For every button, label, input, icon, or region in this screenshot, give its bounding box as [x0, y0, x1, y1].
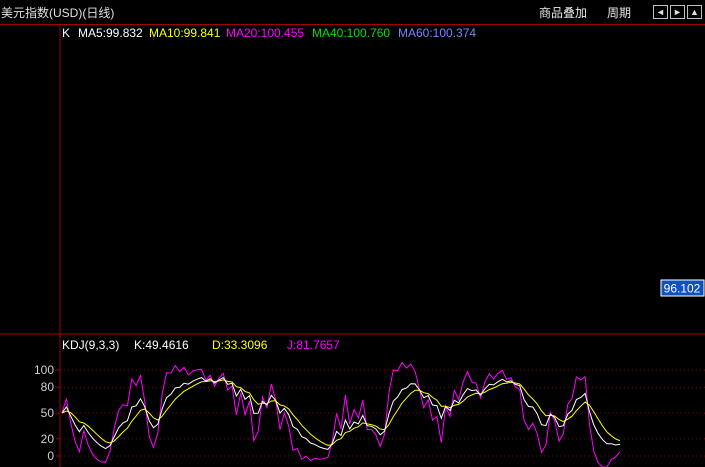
- period-button[interactable]: 周期: [607, 6, 632, 20]
- kdj-j-label: J:81.7657: [287, 338, 340, 352]
- arrow-left-icon[interactable]: ◄: [653, 5, 668, 19]
- kdj-d-line: [61, 379, 621, 446]
- ma-legend-2: MA20:100.455: [226, 26, 304, 40]
- chart-title: 美元指数(USD)(日线): [1, 6, 115, 20]
- current-value-box: [660, 279, 705, 297]
- header-bar: 美元指数(USD)(日线) 商品叠加 周期 ◄ ► ▲: [0, 0, 705, 25]
- ma-legend-1: MA10:99.841: [149, 26, 221, 40]
- commodity-overlay-button[interactable]: 商品叠加: [539, 6, 588, 20]
- kdj-k-label: K:49.4616: [134, 338, 189, 352]
- kdj-tick-label: 100: [34, 363, 54, 377]
- ma-legend-3: MA40:100.760: [312, 26, 390, 40]
- kdj-j-line: [61, 361, 621, 467]
- up-icon[interactable]: ▲: [687, 5, 702, 19]
- kdj-k-line: [61, 377, 621, 450]
- arrow-right-icon[interactable]: ►: [670, 5, 685, 19]
- current-value-label: 96.102: [664, 282, 701, 296]
- kdj-tick-label: 80: [41, 380, 55, 394]
- kdj-tick-label: 0: [47, 449, 54, 463]
- kdj-d-label: D:33.3096: [212, 338, 268, 352]
- price-chart: 1011009998979695.566101.80096.102KMA5:99…: [0, 24, 705, 467]
- kdj-tick-label: 20: [41, 432, 55, 446]
- kline-label: K: [62, 26, 70, 40]
- ma-legend-4: MA60:100.374: [398, 26, 476, 40]
- kdj-label: KDJ(9,3,3): [62, 338, 119, 352]
- kdj-tick-label: 50: [41, 406, 55, 420]
- ma-legend-0: MA5:99.832: [78, 26, 143, 40]
